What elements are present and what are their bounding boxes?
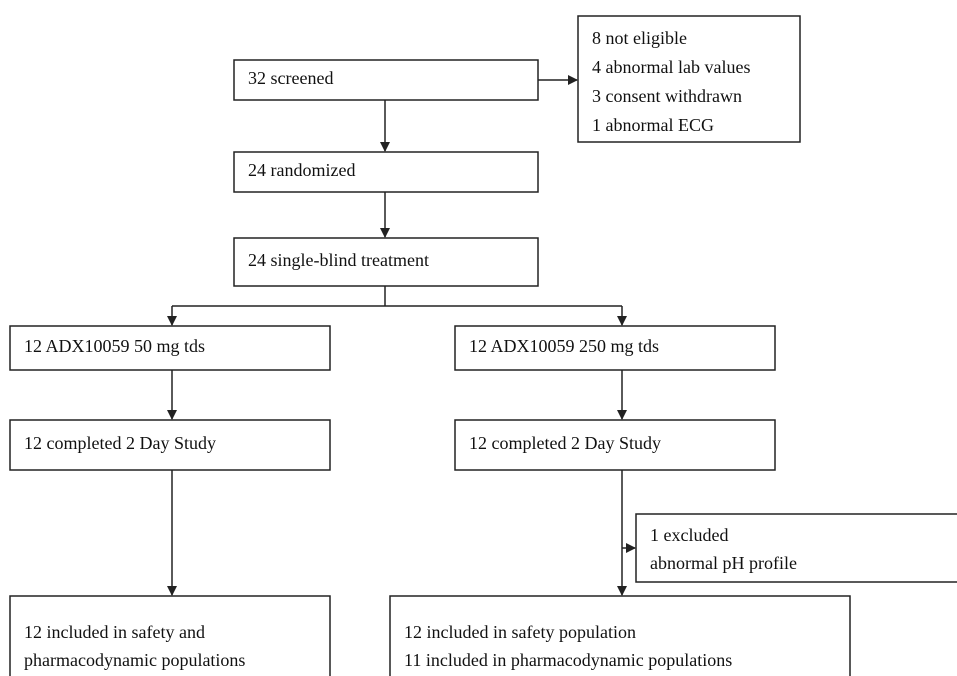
box-text: 12 ADX10059 50 mg tds: [24, 336, 205, 356]
box-text: 24 single-blind treatment: [248, 250, 429, 270]
box: [233, 151, 539, 193]
box-text: 12 completed 2 Day Study: [24, 433, 216, 453]
box-text: 1 abnormal ECG: [592, 115, 714, 135]
box-text: abnormal pH profile: [650, 553, 797, 573]
node-box: 12 ADX10059 250 mg tds: [454, 325, 776, 371]
node-box: 24 randomized: [233, 151, 539, 193]
box: [577, 15, 801, 143]
node-box: 24 single-blind treatment: [233, 237, 539, 287]
box-text: 8 not eligible: [592, 28, 687, 48]
node-box: 8 not eligible 4 abnormal lab values 3 con…: [577, 15, 801, 143]
box-text: 11 included in pharmacodynamic populatio…: [404, 650, 732, 670]
node-box: 12 ADX10059 50 mg tds: [9, 325, 331, 371]
node-box: 1 excluded abnormal pH profile: [635, 513, 957, 583]
box-text: 1 excluded: [650, 525, 728, 545]
box-text: 4 abnormal lab values: [592, 57, 750, 77]
box-text: 3 consent withdrawn: [592, 86, 742, 106]
box-text: 32 screened: [248, 68, 333, 88]
node-box: 12 included in safety population 11 inclu…: [389, 595, 851, 676]
box: [389, 595, 851, 676]
box: [9, 419, 331, 471]
box: [454, 419, 776, 471]
box: [9, 325, 331, 371]
box: [233, 59, 539, 101]
node-box: 12 completed 2 Day Study: [9, 419, 331, 471]
box-text: 12 included in safety population: [404, 622, 636, 642]
box-text: 12 included in safety and: [24, 622, 205, 642]
box-text: 24 randomized: [248, 160, 355, 180]
node-box: 12 completed 2 Day Study: [454, 419, 776, 471]
connectors: [167, 75, 636, 596]
box: [9, 595, 331, 676]
box: [454, 325, 776, 371]
node-box: 12 included in safety and pharmacodynamic…: [9, 595, 331, 676]
box-text: pharmacodynamic populations: [24, 650, 245, 670]
node-box: 32 screened: [233, 59, 539, 101]
box: [233, 237, 539, 287]
box: [635, 513, 957, 583]
box-text: 12 completed 2 Day Study: [469, 433, 661, 453]
box-text: 12 ADX10059 250 mg tds: [469, 336, 659, 356]
